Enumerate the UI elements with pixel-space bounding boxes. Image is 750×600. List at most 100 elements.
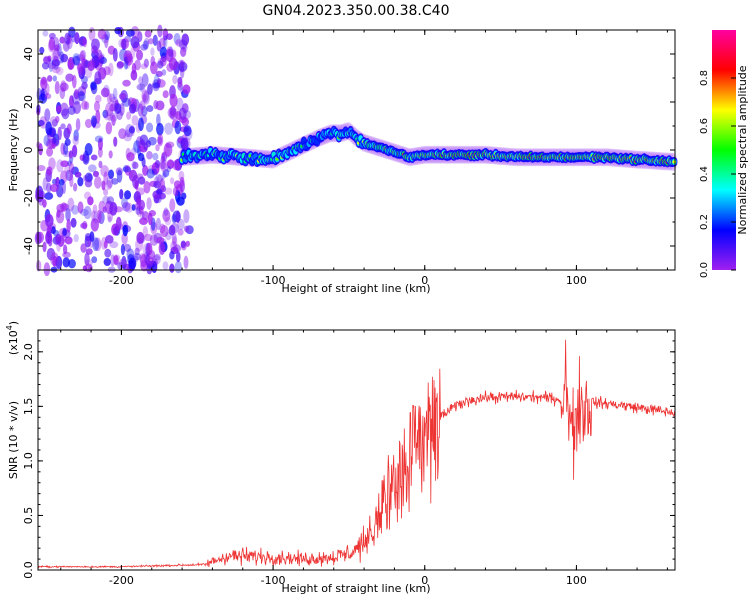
noise-blob xyxy=(120,243,125,256)
noise-blob xyxy=(42,241,47,253)
noise-blob xyxy=(47,235,53,247)
noise-blob xyxy=(42,199,47,208)
noise-blob xyxy=(160,225,169,238)
noise-blob xyxy=(38,143,43,156)
noise-blob xyxy=(159,46,168,59)
noise-blob xyxy=(67,160,72,167)
noise-blob xyxy=(169,177,175,185)
noise-blob xyxy=(72,55,81,66)
noise-blob xyxy=(80,49,87,61)
noise-blob xyxy=(139,100,146,111)
noise-blob xyxy=(51,137,57,145)
noise-blob xyxy=(153,253,161,261)
noise-blob xyxy=(103,240,108,249)
noise-blob xyxy=(130,69,138,81)
noise-blob xyxy=(86,173,93,182)
noise-blob xyxy=(124,129,131,138)
noise-blob xyxy=(134,202,141,211)
noise-blob xyxy=(153,99,159,110)
noise-blob xyxy=(87,60,95,72)
snr-scale-base: (x10 xyxy=(7,330,20,355)
noise-blob xyxy=(166,159,175,170)
noise-blob xyxy=(132,252,142,261)
colorbar-tick-label: 0.2 xyxy=(699,214,710,230)
noise-blob xyxy=(68,26,76,38)
noise-blob xyxy=(144,233,153,242)
noise-blob xyxy=(70,217,77,228)
noise-blob xyxy=(122,79,131,87)
noise-blob xyxy=(73,233,79,243)
noise-blob xyxy=(171,232,177,245)
noise-blob xyxy=(72,182,78,192)
noise-blob xyxy=(136,187,145,196)
noise-blob xyxy=(103,113,113,121)
noise-blob xyxy=(180,240,186,249)
noise-blob xyxy=(147,38,154,45)
noise-blob xyxy=(61,181,66,195)
noise-blob xyxy=(130,36,140,49)
noise-blob xyxy=(136,83,146,91)
y-tick-label: 0 xyxy=(22,147,35,154)
snr-y-label: SNR (10 * v/v) xyxy=(7,401,20,479)
noise-blob xyxy=(166,33,173,40)
noise-blob xyxy=(154,159,161,169)
noise-blob xyxy=(122,97,131,107)
snr-plot-area xyxy=(38,330,675,570)
y-tick-label: -40 xyxy=(22,237,35,255)
noise-blob xyxy=(62,251,71,258)
noise-blob xyxy=(169,250,175,260)
chart-title: GN04.2023.350.00.38.C40 xyxy=(263,3,450,19)
colorbar-tick-label: 0.6 xyxy=(699,118,710,134)
noise-blob xyxy=(97,147,103,158)
noise-blob xyxy=(123,243,132,252)
noise-blob xyxy=(80,208,89,216)
noise-blob xyxy=(66,219,71,233)
ridge-blobs xyxy=(178,122,678,171)
noise-blob xyxy=(74,32,80,45)
noise-blob xyxy=(50,252,59,267)
noise-blob xyxy=(36,165,46,172)
noise-blob xyxy=(54,81,60,95)
noise-blob xyxy=(45,232,50,245)
noise-blob xyxy=(168,46,174,58)
noise-blob xyxy=(58,179,65,186)
noise-blob xyxy=(120,38,130,50)
spectrogram-y-ticks: -40 -20 0 20 40 xyxy=(22,29,675,271)
noise-blob xyxy=(67,58,74,70)
noise-blob xyxy=(146,263,153,275)
noise-blob xyxy=(151,254,161,265)
x-tick-label: 0 xyxy=(421,274,428,287)
noise-blob xyxy=(51,59,61,67)
noise-blob xyxy=(69,173,74,188)
noise-blob xyxy=(109,241,119,249)
noise-blob xyxy=(143,37,150,47)
noise-blob xyxy=(67,259,76,269)
noise-blob xyxy=(143,251,150,264)
noise-blob xyxy=(93,100,101,113)
noise-blob xyxy=(126,152,135,162)
noise-blob xyxy=(140,43,148,51)
noise-blob xyxy=(67,105,76,116)
noise-blob xyxy=(42,30,49,37)
noise-blob xyxy=(109,103,116,112)
noise-blob xyxy=(164,187,173,195)
noise-blob xyxy=(121,197,128,209)
noise-blob xyxy=(108,93,116,103)
noise-blob xyxy=(162,90,169,99)
noise-blob xyxy=(125,55,132,63)
noise-blob xyxy=(84,252,90,266)
colorbar-ticks: 0.0 0.2 0.4 0.6 0.8 xyxy=(699,70,736,278)
noise-blob xyxy=(146,242,153,256)
noise-blob xyxy=(40,77,49,84)
noise-blob xyxy=(88,164,97,173)
noise-blob xyxy=(118,258,128,268)
noise-blob xyxy=(100,165,109,177)
noise-blob xyxy=(64,236,73,245)
noise-blob xyxy=(166,165,171,173)
colorbar-tick-label: 0.8 xyxy=(699,70,710,86)
noise-blob xyxy=(90,154,98,161)
noise-blob xyxy=(137,152,145,162)
noise-blob xyxy=(162,172,167,179)
noise-blob xyxy=(157,133,164,147)
noise-blob xyxy=(179,60,185,73)
